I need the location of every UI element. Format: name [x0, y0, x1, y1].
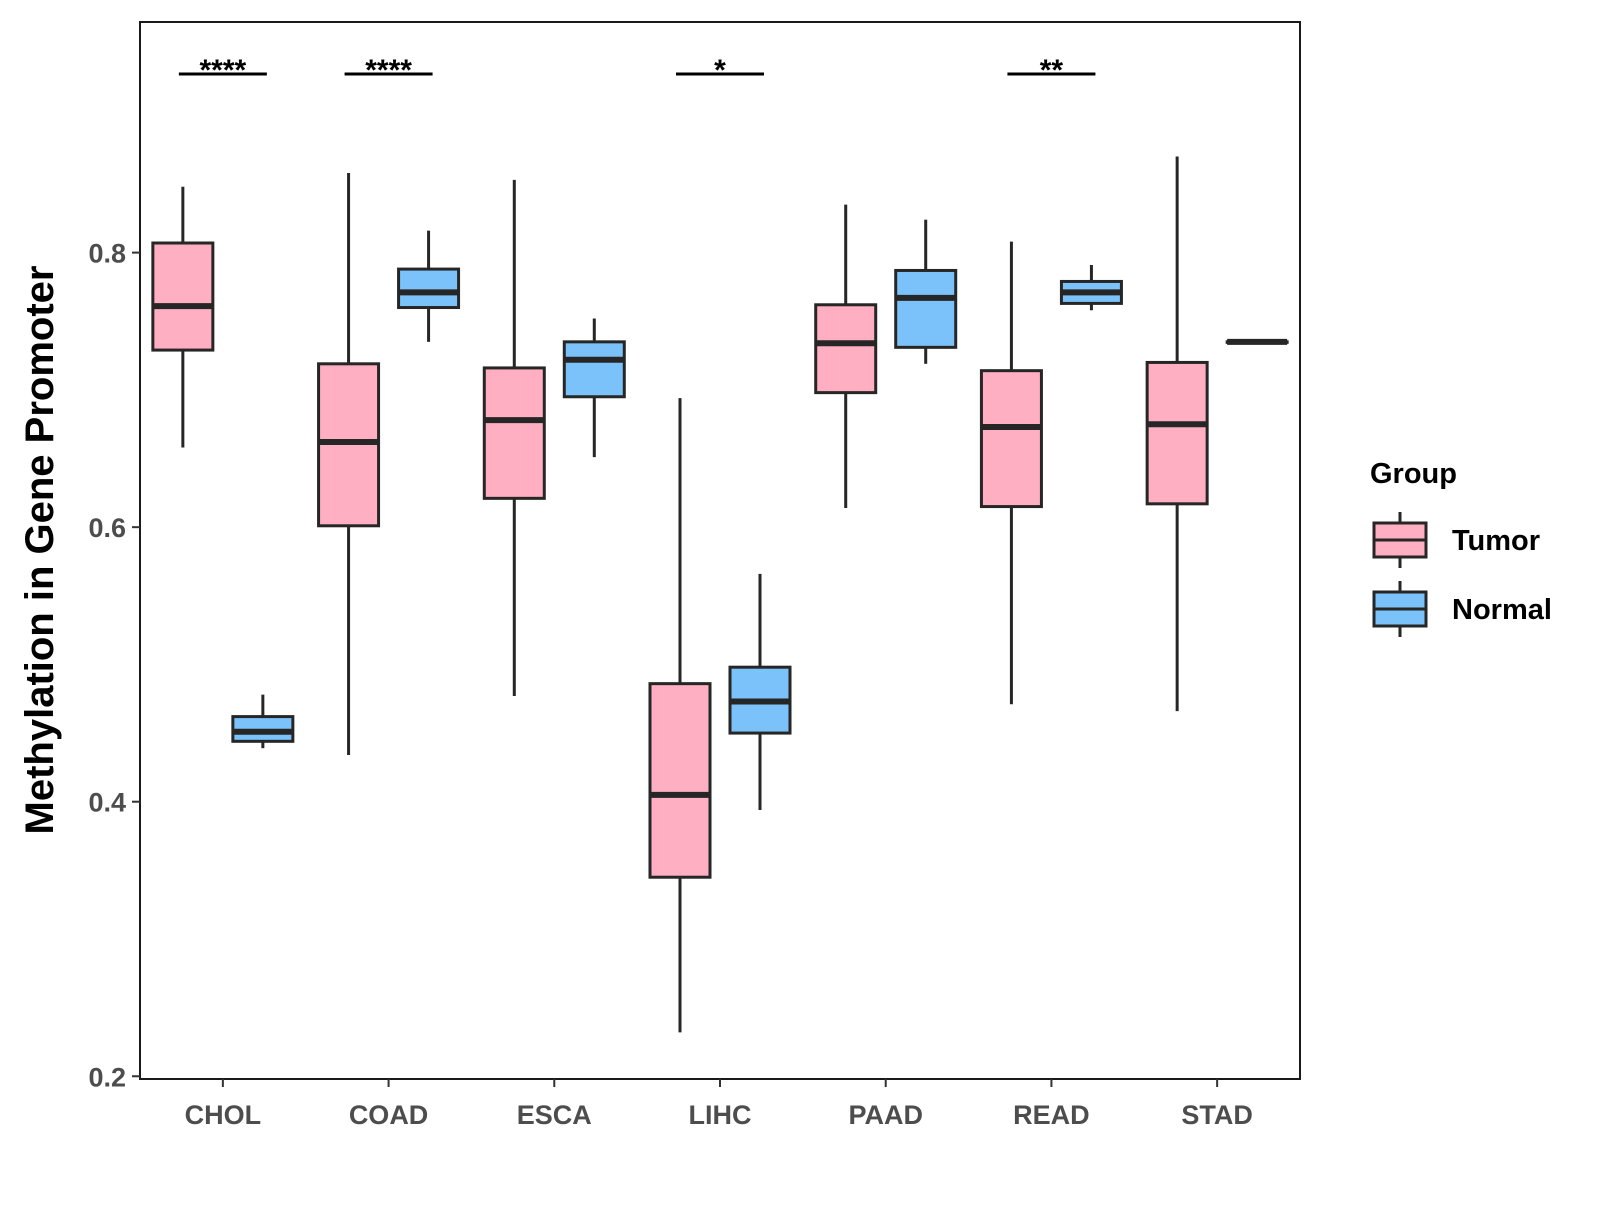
box-normal-paad [894, 219, 958, 364]
significance-label-chol: **** [200, 54, 247, 87]
box-tumor-read [979, 241, 1043, 705]
box-normal-lihc [728, 573, 792, 810]
legend-title: Group [1370, 458, 1457, 490]
box-body [979, 369, 1043, 509]
box-tumor-chol [151, 186, 215, 448]
x-tick-label: STAD [1181, 1100, 1253, 1130]
y-tick-label: 0.2 [88, 1062, 126, 1092]
legend-key-normal [1372, 581, 1428, 637]
significance-label-coad: **** [365, 54, 412, 87]
box-tumor-stad [1145, 156, 1209, 712]
box-body [648, 682, 712, 879]
y-axis-title: Methylation in Gene Promoter [18, 266, 62, 835]
box-normal-chol [231, 694, 295, 749]
axis-layer: 0.2 0.4 0.6 0.8 CHOL COAD ESCA LIHC PAAD READ STAD… [18, 21, 1301, 1130]
box-tumor-coad [317, 173, 381, 756]
x-tick-label: PAAD [848, 1100, 923, 1130]
box-normal-read [1059, 264, 1123, 311]
y-tick-label: 0.8 [88, 239, 126, 269]
significance-label-lihc: * [714, 54, 726, 87]
box-tumor-esca [482, 179, 546, 697]
box-tumor-paad [814, 204, 878, 508]
x-tick-label: ESCA [517, 1100, 592, 1130]
box-normal-stad [1225, 338, 1289, 345]
x-tick-label: CHOL [185, 1100, 262, 1130]
x-tick-label: READ [1013, 1100, 1090, 1130]
legend-label-normal: Normal [1452, 594, 1552, 626]
box-body [397, 267, 461, 310]
box-body [562, 340, 626, 399]
box-normal-esca [562, 318, 626, 458]
box-body [482, 366, 546, 500]
box-body [814, 303, 878, 395]
box-body [1145, 360, 1209, 506]
legend-label-tumor: Tumor [1452, 525, 1540, 557]
box-body [151, 241, 215, 352]
significance-label-read: ** [1040, 54, 1064, 87]
y-tick-label: 0.4 [88, 788, 126, 818]
legend-key-tumor [1372, 512, 1428, 568]
legend: Group Tumor Normal [1370, 458, 1552, 637]
y-tick-label: 0.6 [88, 513, 126, 543]
x-tick-label: LIHC [689, 1100, 752, 1130]
box-tumor-lihc [648, 398, 712, 1033]
panel-border [139, 21, 1301, 1080]
box-normal-coad [397, 230, 461, 342]
box-body [894, 268, 958, 349]
x-tick-label: COAD [349, 1100, 429, 1130]
plot-layer: **** **** * ** [151, 54, 1289, 1033]
